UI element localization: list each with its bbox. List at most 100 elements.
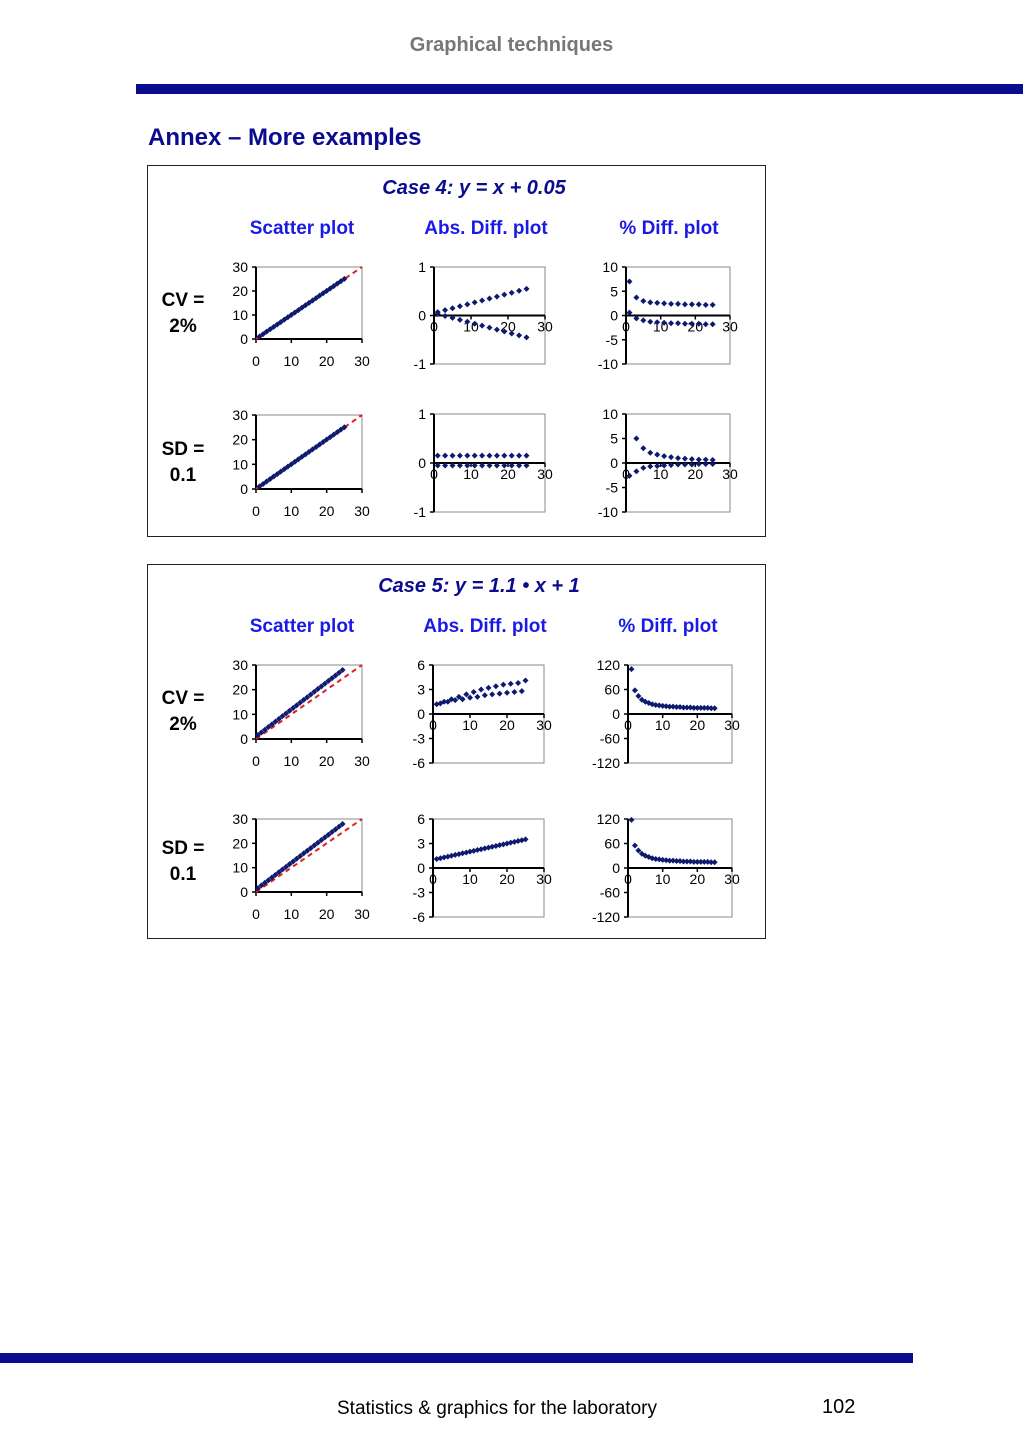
- data-point: [633, 468, 640, 475]
- data-point: [311, 688, 318, 695]
- y-tick-label: 30: [232, 811, 248, 827]
- y-tick-label: 10: [602, 406, 618, 422]
- data-point: [293, 855, 300, 862]
- data-point: [332, 672, 339, 679]
- data-point: [702, 301, 709, 308]
- data-point: [654, 299, 661, 306]
- y-tick-label: -6: [413, 909, 426, 925]
- y-tick-label: 30: [232, 657, 248, 673]
- y-tick-label: 10: [232, 307, 248, 323]
- y-tick-label: 30: [232, 407, 248, 423]
- data-point: [279, 713, 286, 720]
- data-point: [687, 704, 694, 711]
- data-point: [640, 464, 647, 471]
- data-point: [496, 842, 503, 849]
- data-point: [290, 858, 297, 865]
- data-point: [647, 463, 654, 470]
- data-point: [470, 688, 477, 695]
- y-tick-label: -120: [592, 755, 620, 771]
- x-tick-label: 10: [284, 503, 300, 519]
- data-point: [508, 289, 515, 296]
- data-point: [290, 705, 297, 712]
- x-tick-label: 30: [536, 871, 552, 887]
- chart-scatter-sd: 0 10 20 30 0 10 20 30: [232, 811, 370, 922]
- y-tick-label: -10: [598, 356, 618, 372]
- data-point: [307, 691, 314, 698]
- data-point: [479, 452, 486, 459]
- data-point: [663, 703, 670, 710]
- data-point: [334, 280, 341, 287]
- y-tick-label: 0: [612, 706, 620, 722]
- y-tick-label: -3: [413, 731, 426, 747]
- data-point: [272, 718, 279, 725]
- column-header-scatter: Scatter plot: [250, 616, 355, 637]
- y-tick-label: 0: [612, 860, 620, 876]
- data-point: [507, 680, 514, 687]
- data-point: [327, 434, 334, 441]
- x-tick-label: 20: [319, 906, 335, 922]
- x-tick-label: 30: [537, 466, 553, 482]
- data-point: [500, 841, 507, 848]
- data-point: [306, 448, 312, 455]
- data-point: [449, 314, 456, 321]
- y-tick-label: 0: [418, 308, 426, 324]
- data-point: [661, 300, 668, 307]
- data-point: [673, 704, 680, 711]
- data-point: [661, 319, 668, 326]
- data-point: [300, 850, 307, 857]
- x-tick-label: 0: [252, 753, 260, 769]
- y-tick-label: 1: [418, 406, 426, 422]
- data-point: [442, 452, 449, 459]
- data-point: [325, 831, 332, 838]
- data-point: [516, 462, 523, 469]
- case-5-panel: Case 5: y = 1.1 • x + 1 Scatter plot Abs…: [147, 564, 766, 939]
- data-point: [260, 480, 267, 487]
- data-point: [647, 299, 654, 306]
- data-point: [701, 704, 708, 711]
- data-point: [683, 704, 690, 711]
- x-tick-label: 30: [722, 466, 738, 482]
- data-point: [334, 429, 341, 436]
- data-point: [321, 834, 328, 841]
- data-point: [327, 285, 334, 292]
- data-point: [516, 287, 523, 294]
- data-point: [640, 317, 647, 324]
- y-tick-label: -60: [600, 731, 620, 747]
- x-tick-label: 30: [537, 319, 553, 335]
- y-tick-label: 10: [232, 706, 248, 722]
- x-tick-label: 10: [284, 353, 300, 369]
- data-point: [471, 462, 478, 469]
- data-point: [508, 452, 515, 459]
- data-point: [633, 435, 640, 442]
- row-label-line1: SD =: [162, 439, 205, 460]
- y-tick-label: 10: [232, 456, 248, 472]
- data-point: [336, 669, 343, 676]
- data-point: [254, 732, 261, 739]
- data-point: [263, 478, 270, 485]
- data-point: [642, 852, 649, 859]
- data-point: [297, 699, 304, 706]
- y-tick-label: -5: [606, 332, 619, 348]
- data-point: [640, 445, 647, 452]
- data-point: [449, 452, 456, 459]
- data-point: [464, 452, 471, 459]
- data-point: [518, 688, 525, 695]
- data-point: [268, 721, 275, 728]
- y-tick-label: 0: [418, 455, 426, 471]
- data-point: [444, 853, 451, 860]
- section-title: Annex – More examples: [148, 124, 422, 151]
- data-point: [464, 301, 471, 308]
- data-point: [459, 696, 466, 703]
- data-point: [628, 816, 635, 823]
- data-point: [485, 684, 492, 691]
- data-point: [325, 677, 332, 684]
- x-tick-label: 0: [624, 717, 632, 733]
- data-point: [666, 857, 673, 864]
- data-point: [659, 856, 666, 863]
- y-tick-label: -120: [592, 909, 620, 925]
- column-header-pct-diff: % Diff. plot: [618, 616, 718, 637]
- row-label-line1: CV =: [162, 290, 205, 311]
